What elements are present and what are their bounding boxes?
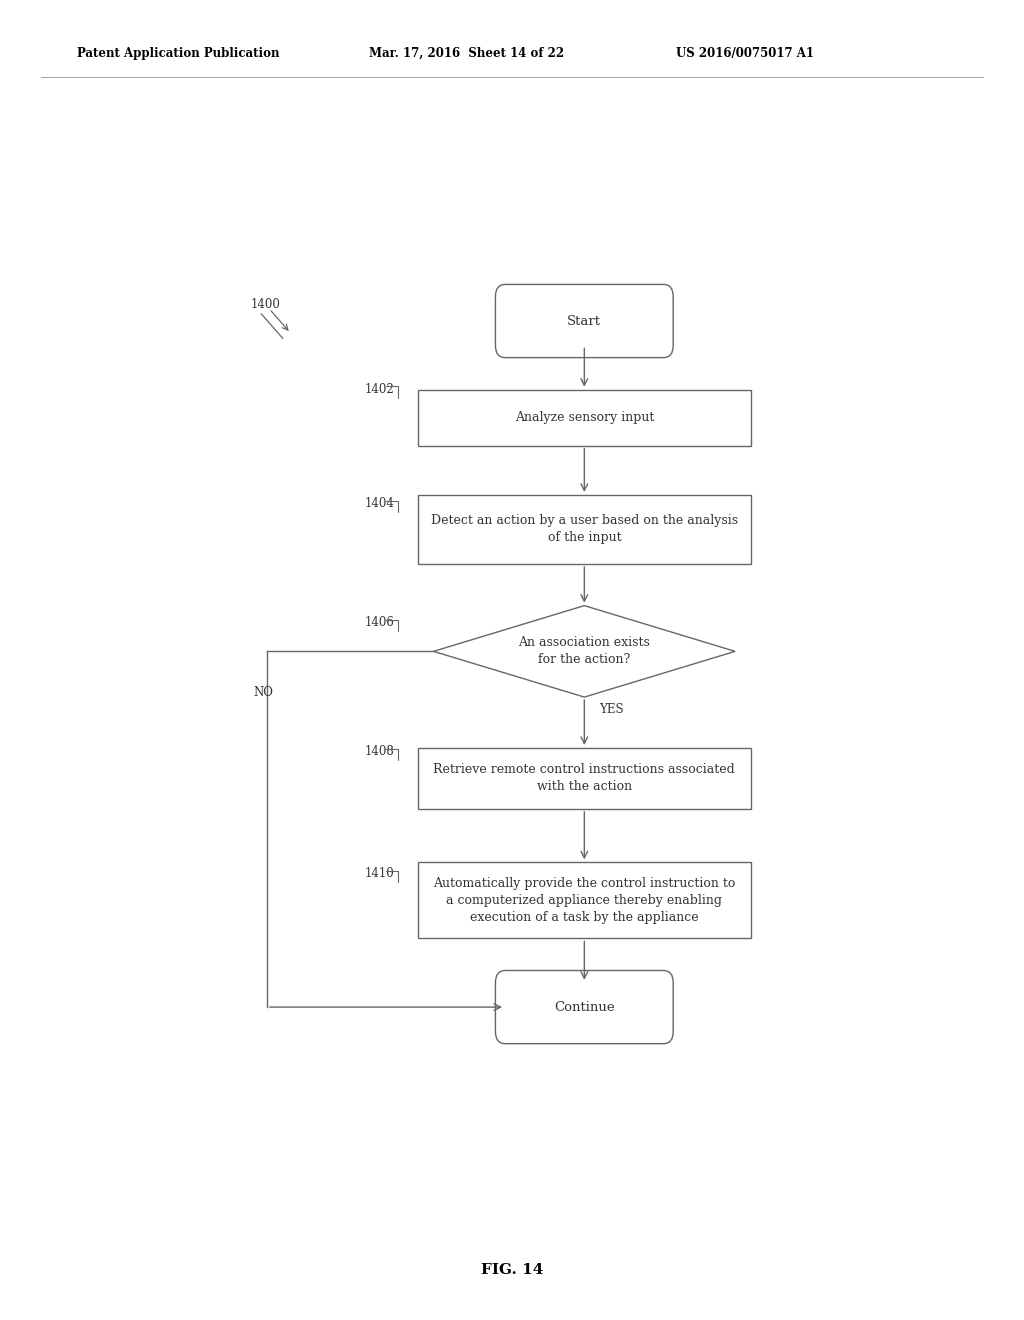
Text: US 2016/0075017 A1: US 2016/0075017 A1 — [676, 46, 814, 59]
Text: Start: Start — [567, 314, 601, 327]
Bar — [418, 862, 751, 939]
Text: Patent Application Publication: Patent Application Publication — [77, 46, 280, 59]
Text: 1402: 1402 — [365, 383, 394, 396]
Bar — [418, 748, 751, 809]
Text: Continue: Continue — [554, 1001, 614, 1014]
Text: 1400: 1400 — [251, 298, 281, 312]
FancyBboxPatch shape — [496, 970, 673, 1044]
Text: 1406: 1406 — [365, 616, 394, 630]
Text: An association exists
for the action?: An association exists for the action? — [518, 636, 650, 667]
Text: Analyze sensory input: Analyze sensory input — [515, 411, 654, 424]
Text: Retrieve remote control instructions associated
with the action: Retrieve remote control instructions ass… — [433, 763, 735, 793]
Text: 1408: 1408 — [365, 746, 394, 759]
Text: NO: NO — [253, 685, 273, 698]
Text: YES: YES — [599, 702, 624, 715]
Text: 1410: 1410 — [365, 867, 394, 880]
FancyBboxPatch shape — [496, 284, 673, 358]
Text: Automatically provide the control instruction to
a computerized appliance thereb: Automatically provide the control instru… — [433, 876, 735, 924]
Bar — [418, 389, 751, 446]
Text: Detect an action by a user based on the analysis
of the input: Detect an action by a user based on the … — [431, 515, 738, 544]
Text: 1404: 1404 — [365, 498, 394, 511]
Text: FIG. 14: FIG. 14 — [481, 1263, 543, 1276]
Polygon shape — [433, 606, 735, 697]
Text: Mar. 17, 2016  Sheet 14 of 22: Mar. 17, 2016 Sheet 14 of 22 — [369, 46, 564, 59]
Bar — [418, 495, 751, 564]
